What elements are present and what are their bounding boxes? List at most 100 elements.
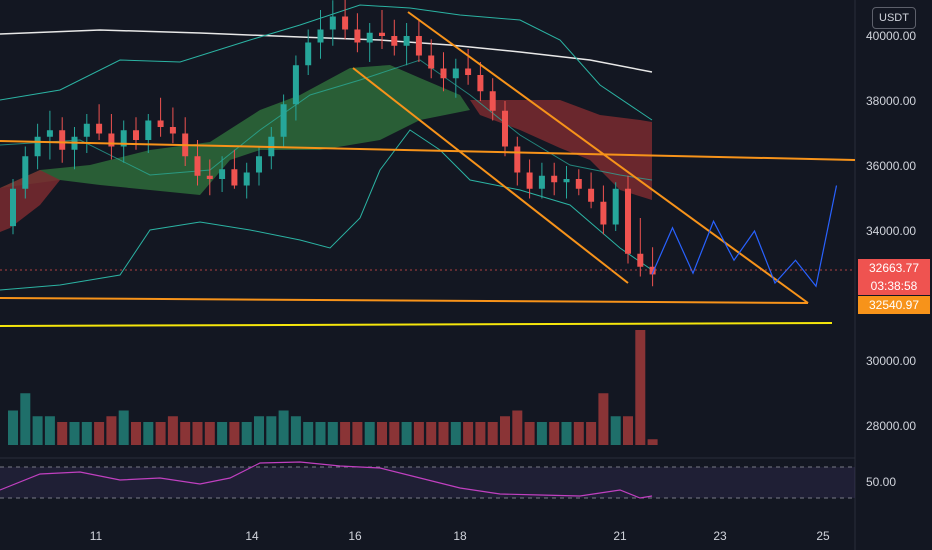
volume-bar [167, 416, 178, 445]
volume-bar [561, 422, 572, 445]
candle-body [391, 36, 398, 46]
volume-bar [143, 422, 154, 445]
volume-bar [155, 422, 166, 445]
volume-bar [180, 422, 191, 445]
volume-bar [438, 422, 449, 445]
volume-bar [217, 422, 228, 445]
candle-body [231, 169, 238, 186]
price-tick-label: 28000.00 [866, 419, 916, 433]
volume-bar [623, 416, 633, 445]
candle-body [46, 130, 53, 137]
volume-bar [549, 422, 560, 445]
volume-bar [32, 416, 43, 445]
volume-bar [94, 422, 105, 445]
candle-body [133, 130, 139, 140]
bull-cloud [0, 65, 470, 195]
candle-body [452, 68, 459, 79]
volume-bar [389, 422, 400, 445]
ichimoku-cloud [0, 65, 652, 232]
volume-bar [290, 416, 301, 445]
time-tick-label: 18 [453, 529, 467, 543]
candle-body [342, 16, 349, 30]
volume-bar [254, 416, 264, 445]
yellow-support-line [0, 322, 833, 327]
volume-bar [8, 410, 18, 445]
candle-body [563, 179, 570, 183]
candle-body [465, 68, 472, 75]
price-tick-label: 40000.00 [866, 29, 916, 43]
volume-bar [118, 410, 129, 445]
volume-bar [413, 422, 424, 445]
volume-bar [204, 422, 215, 445]
candle-body [10, 188, 16, 227]
volume-bar [20, 393, 31, 445]
rsi-band [0, 467, 855, 498]
candle-body [526, 172, 533, 189]
bb-basis [0, 59, 653, 181]
projection-path [651, 185, 838, 288]
time-tick-label: 11 [90, 529, 103, 543]
volume-bar [278, 410, 289, 445]
time-axis[interactable]: 11 14 16 18 21 23 25 [90, 529, 830, 543]
volume-bar [512, 410, 523, 445]
candle-body [637, 253, 644, 267]
horizontal-support-line [0, 297, 809, 304]
time-tick-label: 25 [816, 529, 830, 543]
candle-body [22, 156, 29, 189]
candle-body [625, 188, 631, 254]
currency-unit-badge[interactable]: USDT [872, 7, 916, 29]
bear-cloud-right [470, 100, 652, 200]
candle-body [612, 188, 619, 225]
volume-bar [524, 422, 535, 445]
volume-bar [81, 422, 92, 445]
volume-bar [241, 422, 252, 445]
rsi-tick-label: 50.00 [866, 475, 896, 489]
volume-bar [426, 422, 437, 445]
volume-bar [364, 422, 375, 445]
candle-body [305, 42, 312, 66]
candle-body [120, 130, 127, 147]
candle-body [169, 127, 176, 134]
candle-body [538, 175, 545, 189]
volume-bar [266, 416, 277, 445]
candle-body [108, 133, 115, 147]
volume-bar [450, 422, 461, 445]
candle-body [415, 36, 422, 56]
volume-bar [131, 422, 141, 445]
candle-body [256, 156, 262, 173]
volume-bars [8, 330, 658, 445]
price-tick-label: 34000.00 [866, 224, 916, 238]
bollinger-bands [0, 4, 653, 291]
horizontal-resistance-line [0, 140, 856, 161]
price-axis[interactable]: 40000.00 38000.00 36000.00 34000.00 30000.00… [866, 29, 916, 489]
volume-bar [229, 422, 240, 445]
volume-bar [573, 422, 584, 445]
rsi-line [0, 461, 653, 499]
volume-bar [315, 422, 326, 445]
candle-body [317, 29, 324, 43]
time-tick-label: 23 [713, 529, 727, 543]
volume-bar [69, 422, 80, 445]
candle-body [145, 120, 152, 140]
candle-body [243, 172, 250, 186]
volume-bar [57, 422, 68, 445]
price-tick-label: 30000.00 [866, 354, 916, 368]
bb-lower [0, 129, 653, 291]
volume-bar [327, 422, 338, 445]
candle-body [96, 123, 103, 134]
candle-body [292, 65, 299, 105]
volume-bar [475, 422, 486, 445]
sma-line [0, 29, 653, 73]
support-level-badge: 32540.97 [858, 296, 930, 314]
candle-body [649, 266, 656, 275]
last-price-badge: 32663.77 [858, 259, 930, 277]
bb-upper [0, 4, 653, 121]
volume-bar [192, 422, 203, 445]
candle-body [502, 110, 508, 147]
descending-lower-trendline [352, 67, 629, 284]
volume-bar [598, 393, 609, 445]
candle-body [280, 104, 287, 137]
candle-body [329, 16, 336, 30]
volume-bar [340, 422, 351, 445]
